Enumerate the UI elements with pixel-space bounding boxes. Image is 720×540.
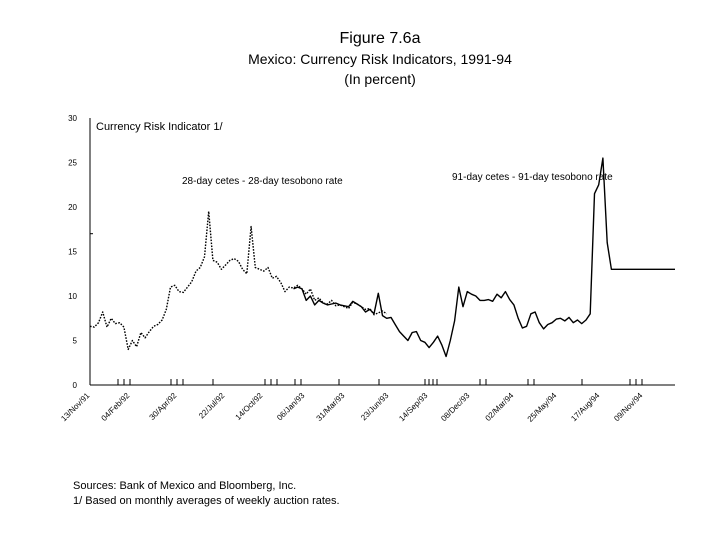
x-tick-label: 30/Apr/92 (148, 391, 179, 422)
y-tick-label: 30 (68, 114, 77, 123)
x-tick-label: 14/Oct/92 (234, 391, 265, 422)
x-tick-label: 25/May/94 (526, 391, 559, 424)
x-tick-label: 02/Mar/94 (484, 391, 516, 423)
y-tick-label: 20 (68, 203, 77, 212)
x-tick-label: 06/Jan/93 (275, 391, 307, 423)
x-tick-label: 17/Aug/94 (569, 391, 602, 424)
y-tick-label: 0 (73, 381, 78, 390)
x-tick-label: 04/Feb/92 (100, 391, 132, 423)
figure-title: Figure 7.6a (339, 30, 421, 47)
figure-subtitle: Mexico: Currency Risk Indicators, 1991-9… (248, 51, 512, 67)
x-tick-label: 22/Jul/92 (197, 391, 227, 421)
series-91-day-label: 91-day cetes - 91-day tesobono rate (452, 172, 613, 183)
x-tick-label: 09/Nov/94 (612, 391, 645, 424)
figure-units: (In percent) (344, 71, 416, 87)
x-tick-label: 13/Nov/91 (59, 391, 92, 424)
x-tick-label: 08/Dec/93 (439, 391, 472, 424)
series-91-day-line (293, 157, 675, 358)
chart-title-label: Currency Risk Indicator 1/ (96, 121, 223, 133)
footnote: 1/ Based on monthly averages of weekly a… (73, 495, 340, 507)
y-tick-label: 5 (73, 337, 78, 346)
y-tick-label: 15 (68, 248, 77, 257)
y-tick-label: 25 (68, 159, 77, 168)
series-28-day-label: 28-day cetes - 28-day tesobono rate (182, 176, 343, 187)
source-note: Sources: Bank of Mexico and Bloomberg, I… (73, 480, 297, 492)
x-tick-label: 23/Jun/93 (359, 391, 391, 423)
y-tick-label: 10 (68, 292, 77, 301)
x-tick-label: 14/Sep/93 (397, 391, 430, 424)
x-tick-label: 31/Mar/93 (315, 391, 347, 423)
series-28-day-line (89, 210, 388, 351)
